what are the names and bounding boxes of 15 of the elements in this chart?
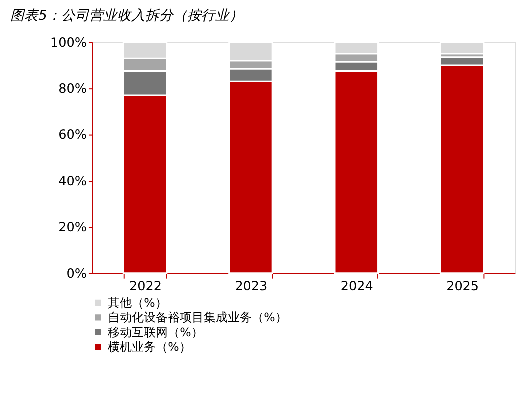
y-tick-label: 60%: [58, 128, 88, 144]
y-tick-label: 20%: [58, 220, 88, 236]
legend-label: 自动化设备裕项目集成业务（%）: [108, 310, 288, 325]
x-tick-label: 2022: [130, 280, 162, 295]
y-tick-label: 80%: [58, 82, 88, 98]
x-tick-label: 2025: [446, 280, 480, 295]
legend-label: 移动互联网（%）: [108, 325, 204, 340]
x-tick-label: 2024: [340, 280, 374, 295]
x-tick-label: 2023: [235, 280, 268, 295]
y-tick-label: 40%: [58, 174, 88, 190]
y-tick-label: 100%: [50, 36, 88, 51]
legend-label: 横机业务（%）: [108, 340, 192, 354]
legend-label: 其他（%）: [108, 296, 168, 310]
chart-title: 图表5：公司营业收入拆分（按行业）: [10, 8, 244, 24]
y-tick-label: 0%: [66, 266, 88, 282]
